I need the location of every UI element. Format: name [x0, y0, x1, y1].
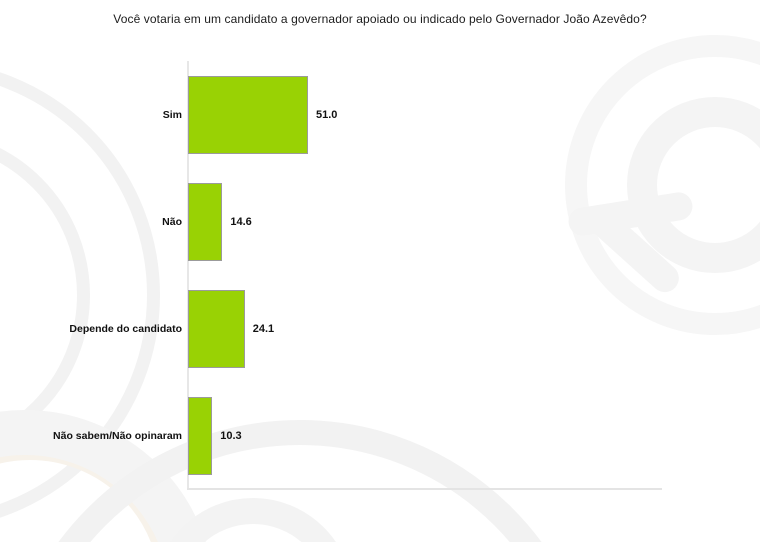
bar-row: Depende do candidato 24.1: [0, 275, 760, 382]
bar-row: Não sabem/Não opinaram 10.3: [0, 382, 760, 489]
category-label: Depende do candidato: [69, 322, 182, 335]
bar-chart-plot: Sim 51.0 Não 14.6 Depende do candidato 24.1 Nã…: [0, 61, 760, 490]
value-label: 51.0: [316, 108, 338, 121]
bar: [188, 182, 223, 261]
value-label: 14.6: [230, 215, 252, 228]
category-label: Não sabem/Não opinaram: [53, 429, 182, 442]
chart-title: Você votaria em um candidato a governado…: [113, 12, 647, 26]
category-label: Sim: [162, 108, 182, 121]
bar: [188, 75, 308, 154]
bar: [188, 289, 245, 368]
bar-row: Sim 51.0: [0, 61, 760, 168]
x-axis-line: [187, 488, 662, 490]
bar-row: Não 14.6: [0, 168, 760, 275]
category-label: Não: [162, 215, 182, 228]
y-axis-line: [187, 61, 189, 489]
value-label: 24.1: [252, 322, 275, 335]
value-label: 10.3: [220, 429, 242, 442]
bar: [188, 396, 213, 475]
